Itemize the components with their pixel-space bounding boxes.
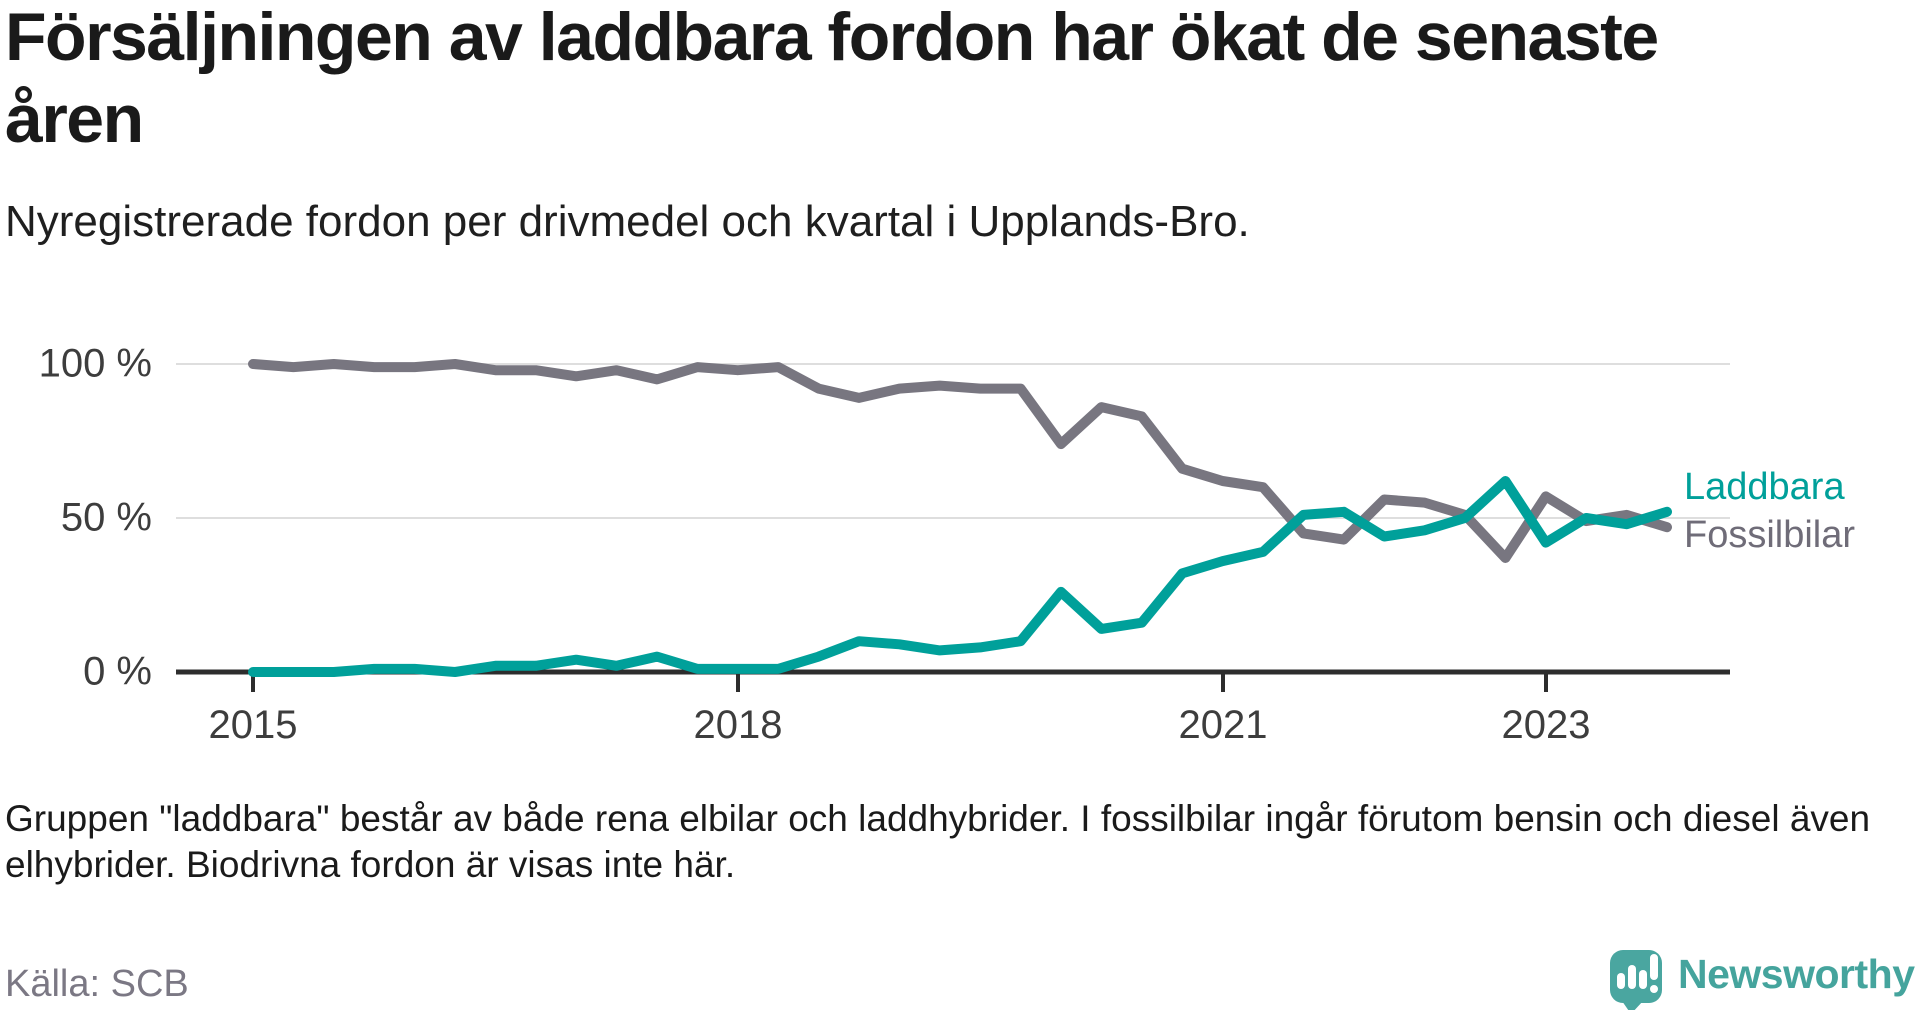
legend-label-fossilbilar: Fossilbilar — [1684, 514, 1856, 556]
x-tick-label-2015: 2015 — [208, 703, 298, 747]
newsworthy-logo-icon — [1610, 950, 1662, 1010]
source-label: Källa: SCB — [5, 963, 189, 1005]
page-title-line-2: åren — [5, 81, 144, 157]
y-tick-label-0: 0 % — [83, 649, 152, 694]
newsworthy-logo-text: Newsworthy — [1678, 951, 1915, 997]
chart-subtitle: Nyregistrerade fordon per drivmedel och … — [5, 197, 1250, 246]
page-title-line-1: Försäljningen av laddbara fordon har öka… — [5, 0, 1659, 75]
fossilbilar-line — [248, 359, 1672, 563]
page-title: Försäljningen av laddbara fordon har öka… — [5, 0, 1659, 160]
x-tick-label-2023: 2023 — [1501, 703, 1591, 747]
y-tick-label-50: 50 % — [60, 495, 152, 540]
chart-footnote: Gruppen "laddbara" består av både rena e… — [5, 796, 1870, 888]
chart-footnote-line-1: Gruppen "laddbara" består av både rena e… — [5, 798, 1871, 839]
y-tick-label-100: 100 % — [38, 341, 152, 386]
laddbara-line — [248, 476, 1672, 677]
legend-label-laddbara: Laddbara — [1684, 466, 1845, 508]
x-tick-label-2021: 2021 — [1178, 703, 1268, 747]
chart-footnote-line-2: elhybrider. Biodrivna fordon är visas in… — [5, 844, 736, 885]
x-tick-label-2018: 2018 — [693, 703, 783, 747]
